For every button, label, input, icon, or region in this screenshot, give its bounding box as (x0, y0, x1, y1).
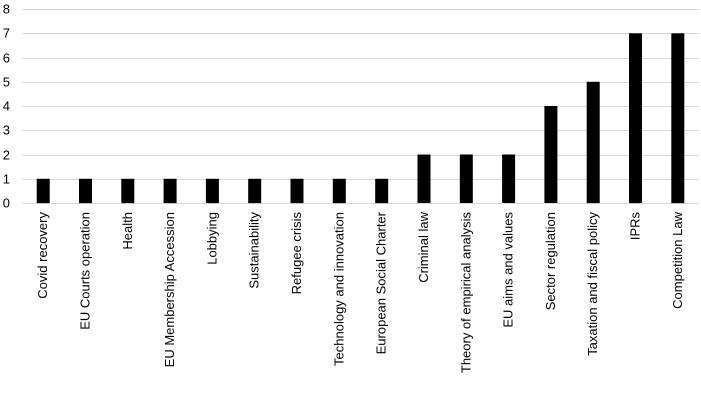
x-tick-label: Theory of empirical analysis (458, 212, 473, 374)
x-tick-label: Refugee crisis (289, 212, 304, 295)
x-tick-label: IPRs (628, 212, 643, 241)
bar (121, 178, 135, 204)
x-tick-label: Taxation and fiscal policy (585, 212, 600, 356)
y-tick-label: 3 (3, 123, 10, 138)
y-tick-label: 2 (3, 148, 10, 163)
bar (205, 178, 219, 204)
bar (79, 178, 92, 204)
y-tick-label: 0 (3, 196, 10, 211)
x-tick-label: Criminal law (416, 211, 431, 282)
x-tick-label: Covid recovery (35, 212, 50, 299)
bar (502, 154, 516, 203)
x-tick-label: Health (120, 212, 135, 250)
bar (417, 154, 431, 203)
bar (290, 178, 304, 204)
y-tick-label: 7 (3, 26, 10, 41)
x-tick-label: Sector regulation (543, 212, 558, 310)
x-axis-ticks: Covid recovery EU Courts operation Health E… (35, 211, 685, 373)
bar (459, 154, 473, 203)
y-tick-label: 8 (3, 2, 10, 17)
bar (375, 178, 389, 204)
y-tick-label: 5 (3, 75, 10, 90)
y-tick-label: 4 (3, 99, 10, 114)
x-tick-label: European Social Charter (374, 211, 389, 354)
y-axis-ticks: 0 1 2 3 4 5 6 7 8 (3, 2, 10, 211)
bar (332, 178, 346, 204)
bar (586, 81, 600, 204)
bar (544, 106, 558, 203)
x-tick-label: Competition Law (670, 211, 685, 308)
x-tick-label: Technology and innovation (331, 212, 346, 366)
bar (248, 178, 262, 204)
y-tick-label: 1 (3, 172, 10, 187)
bar (629, 33, 642, 204)
x-tick-label: Sustainability (247, 212, 262, 289)
y-tick-label: 6 (3, 51, 10, 66)
x-tick-label: EU Courts operation (78, 212, 93, 330)
bars (36, 33, 685, 204)
x-tick-label: EU Membership Accession (162, 212, 177, 367)
x-tick-label: EU aims and values (501, 212, 516, 328)
bar (163, 178, 177, 204)
x-tick-label: Lobbying (204, 212, 219, 265)
bar (671, 33, 685, 204)
bar (36, 178, 50, 204)
gridlines (22, 9, 699, 204)
